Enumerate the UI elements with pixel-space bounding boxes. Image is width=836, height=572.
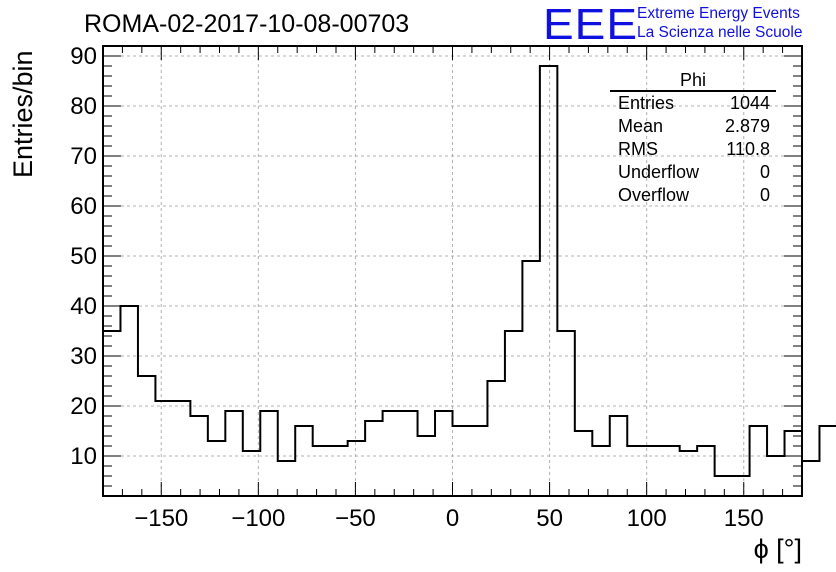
eee-logo-text: Extreme Energy Events La Scienza nelle S… (637, 4, 802, 42)
histogram-bin (418, 436, 435, 496)
stats-label: RMS (618, 139, 658, 159)
plot-frame (102, 45, 803, 497)
histogram-bin (522, 261, 539, 496)
x-tick-label: 50 (536, 505, 563, 532)
histogram-outline (103, 65, 836, 477)
histogram-bin (190, 416, 207, 496)
stats-value: 2.879 (724, 116, 770, 136)
x-axis-label: ϕ [°] (753, 534, 802, 564)
histogram-bin (592, 446, 609, 496)
stats-row-mean: Mean 2.879 (610, 115, 776, 138)
x-tick-label: 100 (627, 505, 667, 532)
histogram-bin (208, 441, 225, 496)
histogram-bin (278, 461, 295, 496)
y-tick-label: 90 (70, 43, 97, 70)
eee-logo: EEE (543, 0, 639, 49)
stats-label: Mean (618, 116, 664, 136)
histogram-bin (487, 381, 504, 496)
histogram-bin (453, 426, 470, 496)
y-tick-label: 20 (70, 393, 97, 420)
histogram-bin (680, 451, 697, 496)
histogram-bin (348, 441, 365, 496)
histogram-bin (505, 331, 522, 496)
histogram-bin (365, 421, 382, 496)
histogram-bin (173, 401, 190, 496)
stats-label: Entries (618, 93, 675, 113)
histogram-bin (750, 426, 767, 496)
stats-row-underflow: Underflow 0 (610, 161, 776, 184)
stats-value: 0 (759, 162, 770, 182)
histogram-bin (330, 446, 347, 496)
y-tick-label: 30 (70, 343, 97, 370)
histogram-bin (243, 451, 260, 496)
histogram-bin (120, 306, 137, 496)
y-tick-label: 50 (70, 243, 97, 270)
histogram-bin (435, 411, 452, 496)
histogram-bin (785, 431, 802, 496)
histogram-bin (802, 461, 819, 496)
histogram-bin (400, 411, 417, 496)
histogram-bin (138, 376, 155, 496)
stats-box: Phi Entries 1044 Mean 2.879 RMS 110.8 Un… (610, 70, 776, 207)
x-tick-label: −150 (134, 505, 188, 532)
y-tick-label: 80 (70, 93, 97, 120)
y-tick-label: 70 (70, 143, 97, 170)
histogram-bin (697, 446, 714, 496)
stats-row-entries: Entries 1044 (610, 92, 776, 115)
histogram-bin (715, 476, 732, 496)
histogram-bin (295, 426, 312, 496)
histogram-bin (767, 456, 784, 496)
stats-name: Phi (610, 70, 776, 92)
histogram-bin (470, 426, 487, 496)
histogram-bin (610, 416, 627, 496)
histogram-bin (662, 446, 679, 496)
histogram-bin (383, 411, 400, 496)
x-tick-label: −100 (231, 505, 285, 532)
stats-row-rms: RMS 110.8 (610, 138, 776, 161)
x-tick-label: −50 (335, 505, 376, 532)
histogram-bin (540, 66, 557, 496)
y-tick-label: 10 (70, 443, 97, 470)
x-tick-label: 0 (446, 505, 459, 532)
stats-value: 1044 (729, 93, 770, 113)
histogram-bin (225, 411, 242, 496)
histogram-bin (645, 446, 662, 496)
logo-line-2: La Scienza nelle Scuole (637, 24, 803, 41)
histogram-bin (103, 331, 120, 496)
histogram-bin (819, 426, 836, 496)
stats-row-overflow: Overflow 0 (610, 184, 776, 207)
stats-label: Overflow (618, 185, 690, 205)
stats-value: 110.8 (726, 139, 770, 159)
histogram-bin (557, 331, 574, 496)
y-tick-label: 60 (70, 193, 97, 220)
histogram-bin (313, 446, 330, 496)
logo-line-1: Extreme Energy Events (637, 5, 800, 22)
chart-title: ROMA-02-2017-10-08-00703 (84, 10, 410, 38)
histogram-bin (732, 476, 749, 496)
histogram-bin (155, 401, 172, 496)
stats-label: Underflow (618, 162, 700, 182)
x-tick-label: 150 (724, 505, 764, 532)
stats-value: 0 (759, 185, 770, 205)
y-axis-label: Entries/bin (8, 50, 38, 178)
y-tick-label: 40 (70, 293, 97, 320)
histogram-bin (575, 431, 592, 496)
histogram-bin (260, 411, 277, 496)
histogram-bin (627, 446, 644, 496)
